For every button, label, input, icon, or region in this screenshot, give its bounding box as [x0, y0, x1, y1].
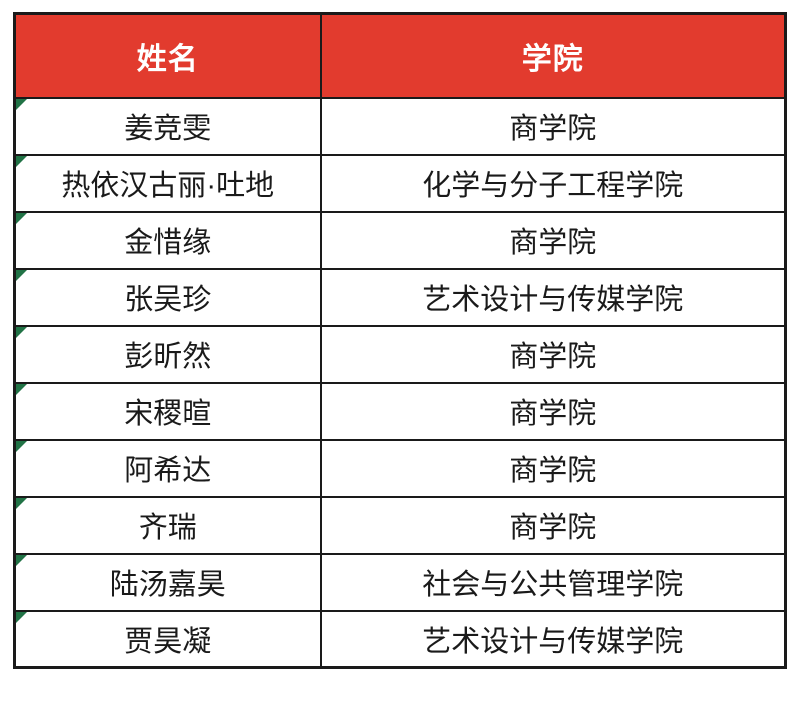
student-name: 彭昕然 [124, 341, 212, 373]
name-cell[interactable]: 贾昊凝 [13, 609, 322, 669]
college-name: 商学院 [509, 398, 597, 430]
name-cell[interactable]: 齐瑞 [13, 495, 322, 555]
cell-error-indicator-triangle-icon [16, 99, 27, 110]
cell-error-indicator-triangle-icon [16, 270, 27, 281]
college-name: 商学院 [509, 512, 597, 544]
name-cell[interactable]: 金惜缘 [13, 210, 322, 270]
college-cell[interactable]: 艺术设计与传媒学院 [319, 609, 787, 669]
table-row: 张吴珍 艺术设计与传媒学院 [13, 267, 787, 327]
table-row: 彭昕然 商学院 [13, 324, 787, 384]
table-row: 齐瑞 商学院 [13, 495, 787, 555]
cell-error-indicator-triangle-icon [16, 384, 27, 395]
column-header-name[interactable]: 姓名 [13, 12, 322, 99]
cell-error-indicator-triangle-icon [16, 555, 27, 566]
column-header-name-label: 姓名 [136, 42, 199, 76]
college-cell[interactable]: 商学院 [319, 438, 787, 498]
cell-error-indicator-triangle-icon [16, 156, 27, 167]
table-row: 姜竞雯 商学院 [13, 96, 787, 156]
college-name: 社会与公共管理学院 [422, 569, 684, 601]
table-header-row: 姓名 学院 [13, 12, 787, 99]
college-cell[interactable]: 商学院 [319, 381, 787, 441]
college-cell[interactable]: 化学与分子工程学院 [319, 153, 787, 213]
college-name: 化学与分子工程学院 [422, 170, 684, 202]
table-row: 贾昊凝 艺术设计与传媒学院 [13, 609, 787, 669]
table-row: 金惜缘 商学院 [13, 210, 787, 270]
column-header-college[interactable]: 学院 [319, 12, 787, 99]
college-cell[interactable]: 商学院 [319, 210, 787, 270]
student-name: 贾昊凝 [124, 625, 212, 658]
cell-error-indicator-triangle-icon [16, 327, 27, 338]
student-name: 齐瑞 [138, 512, 197, 544]
student-name: 阿希达 [124, 455, 212, 487]
student-name: 热依汉古丽·吐地 [61, 170, 275, 202]
college-name: 商学院 [509, 113, 597, 145]
cell-error-indicator-triangle-icon [16, 441, 27, 452]
table-row: 宋稷暄 商学院 [13, 381, 787, 441]
college-cell[interactable]: 商学院 [319, 324, 787, 384]
cell-error-indicator-triangle-icon [16, 612, 27, 623]
cell-error-indicator-triangle-icon [16, 498, 27, 509]
college-name: 艺术设计与传媒学院 [422, 625, 684, 658]
college-cell[interactable]: 艺术设计与传媒学院 [319, 267, 787, 327]
cell-error-indicator-triangle-icon [16, 213, 27, 224]
column-header-college-label: 学院 [521, 42, 584, 76]
college-cell[interactable]: 商学院 [319, 96, 787, 156]
student-name: 姜竞雯 [124, 113, 212, 145]
table-row: 热依汉古丽·吐地 化学与分子工程学院 [13, 153, 787, 213]
name-cell[interactable]: 彭昕然 [13, 324, 322, 384]
table-row: 陆汤嘉昊 社会与公共管理学院 [13, 552, 787, 612]
name-cell[interactable]: 阿希达 [13, 438, 322, 498]
name-cell[interactable]: 陆汤嘉昊 [13, 552, 322, 612]
student-name: 金惜缘 [124, 227, 212, 259]
name-cell[interactable]: 姜竞雯 [13, 96, 322, 156]
table-body: 姜竞雯 商学院 热依汉古丽·吐地 化学与分子工程学院 金惜缘 商学院 张吴珍 艺… [13, 96, 787, 669]
college-cell[interactable]: 社会与公共管理学院 [319, 552, 787, 612]
student-name: 宋稷暄 [124, 398, 212, 430]
student-college-table: 姓名 学院 姜竞雯 商学院 热依汉古丽·吐地 化学与分子工程学院 [13, 12, 787, 669]
name-cell[interactable]: 张吴珍 [13, 267, 322, 327]
college-name: 商学院 [509, 227, 597, 259]
college-name: 商学院 [509, 341, 597, 373]
student-name: 陆汤嘉昊 [109, 569, 226, 601]
name-cell[interactable]: 热依汉古丽·吐地 [13, 153, 322, 213]
college-name: 商学院 [509, 455, 597, 487]
college-name: 艺术设计与传媒学院 [422, 284, 684, 316]
student-name: 张吴珍 [124, 284, 212, 316]
table-row: 阿希达 商学院 [13, 438, 787, 498]
college-cell[interactable]: 商学院 [319, 495, 787, 555]
name-cell[interactable]: 宋稷暄 [13, 381, 322, 441]
